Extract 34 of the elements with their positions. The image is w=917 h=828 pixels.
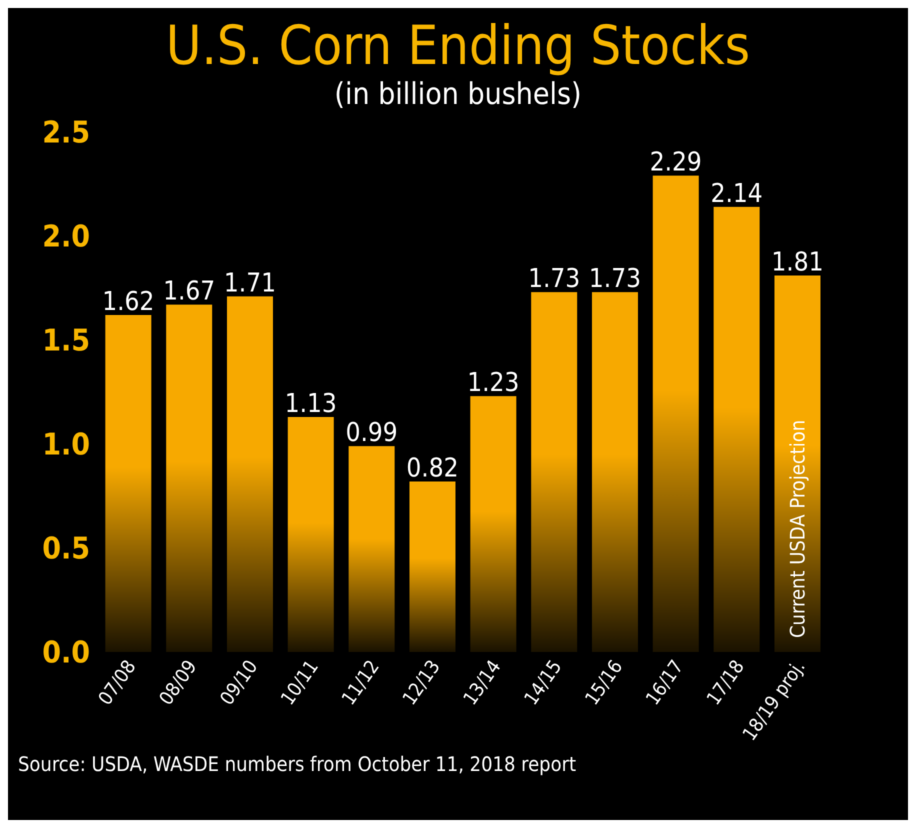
annotation: Current USDA Projection: [785, 420, 810, 638]
data-label: 1.13: [284, 388, 337, 419]
data-label: 2.29: [650, 148, 702, 178]
data-label: 1.73: [588, 264, 642, 294]
data-label: 0.82: [406, 453, 459, 484]
bar: [288, 416, 334, 652]
source-note: Source: USDA, WASDE numbers from October 11, 2018 report: [17, 752, 578, 776]
bar: [409, 481, 456, 652]
bar: [774, 276, 820, 652]
y-tick-label: 1.5: [42, 324, 90, 359]
chart-title: U.S. Corn Ending Stocks: [164, 13, 752, 77]
bar: [652, 176, 699, 652]
data-label: 1.62: [102, 287, 154, 318]
data-label: 1.67: [163, 276, 216, 307]
chart-subtitle: (in billion bushels): [333, 77, 583, 112]
y-tick-label: 2.5: [42, 116, 90, 151]
y-tick-label: 2.0: [42, 220, 90, 255]
bar: [226, 296, 273, 652]
bar: [348, 446, 395, 652]
data-label: 2.14: [710, 178, 763, 209]
data-label: 1.71: [224, 268, 276, 298]
data-label: 1.73: [528, 264, 580, 294]
y-tick-label: 0.0: [42, 636, 90, 671]
bar: [531, 292, 578, 652]
bar: [714, 206, 760, 652]
y-tick-label: 0.5: [42, 532, 90, 567]
y-tick-label: 1.0: [42, 428, 90, 463]
data-label: 0.99: [346, 418, 398, 448]
bar: [592, 292, 638, 652]
bar: [166, 304, 212, 652]
data-label: 1.81: [771, 248, 824, 278]
data-label: 1.23: [467, 368, 520, 398]
bar: [105, 315, 152, 652]
bar: [470, 396, 516, 652]
